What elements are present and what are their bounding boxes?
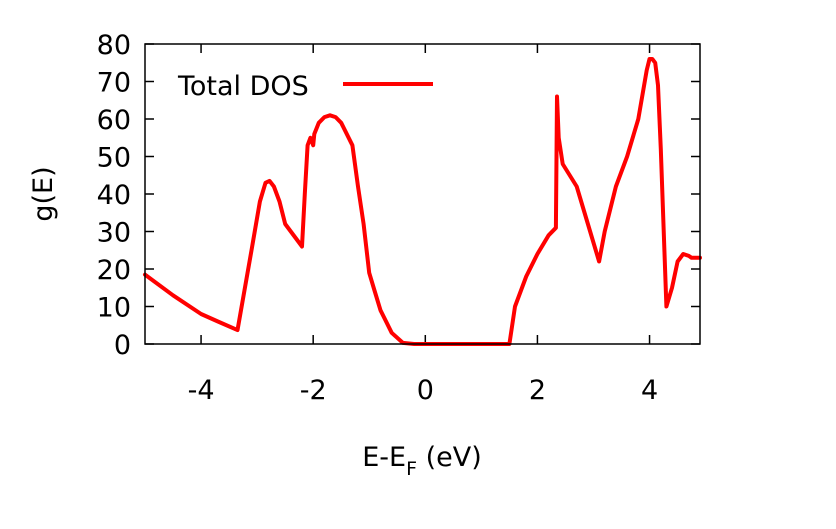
y-axis-title: g(E)	[28, 166, 59, 221]
plot-frame	[144, 43, 701, 345]
y-tick-label: 30	[97, 218, 131, 249]
y-tick-label: 50	[97, 143, 131, 174]
x-tick-label: -2	[300, 375, 327, 406]
x-tick-label: -4	[188, 375, 215, 406]
legend: Total DOS	[177, 71, 433, 102]
x-tick-label: 4	[641, 375, 658, 406]
y-tick-label: 0	[114, 330, 131, 361]
y-tick-label: 80	[97, 30, 131, 61]
y-tick-label: 70	[97, 68, 131, 99]
legend-label-total-dos: Total DOS	[177, 71, 309, 102]
y-tick-label: 40	[97, 180, 131, 211]
x-axis-ticks: -4 -2 0 2 4	[188, 44, 658, 406]
x-axis-title: E-EF (eV)	[362, 442, 482, 480]
x-axis-title-subscript: F	[406, 458, 417, 480]
y-tick-label: 20	[97, 255, 131, 286]
x-tick-label: 0	[417, 375, 434, 406]
y-tick-label: 10	[97, 293, 131, 324]
y-tick-label: 60	[97, 105, 131, 136]
x-axis-title-unit: (eV)	[417, 442, 482, 473]
x-tick-label: 2	[529, 375, 546, 406]
x-axis-title-main: E-E	[362, 442, 406, 473]
